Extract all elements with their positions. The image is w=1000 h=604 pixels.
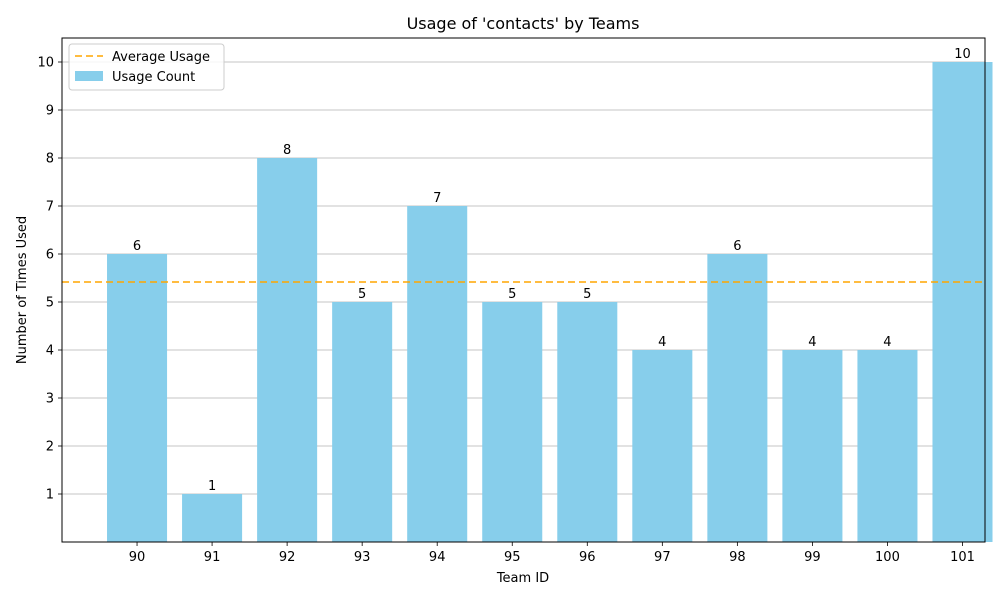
data-label-100: 4: [883, 335, 891, 350]
y-axis-label: Number of Times Used: [15, 216, 30, 364]
bar-93: [332, 302, 393, 542]
x-tick-label-97: 97: [654, 550, 671, 565]
bar-90: [107, 254, 168, 542]
bar-101: [932, 62, 993, 542]
legend: Average Usage Usage Count: [68, 43, 225, 91]
data-label-98: 6: [733, 239, 741, 254]
y-tick-label-10: 10: [37, 56, 54, 71]
bar-98: [707, 254, 768, 542]
x-tick-label-101: 101: [950, 550, 975, 565]
x-tick-label-96: 96: [579, 550, 596, 565]
bar-92: [257, 158, 318, 542]
legend-box: [68, 43, 225, 91]
plot-frame: [61, 37, 986, 543]
bar-97: [632, 350, 693, 542]
x-tick-label-98: 98: [729, 550, 746, 565]
y-tick-label-1: 1: [46, 488, 54, 503]
y-tick-label-2: 2: [46, 440, 54, 455]
bar-99: [782, 350, 843, 542]
data-label-94: 7: [433, 191, 441, 206]
bar-100: [857, 350, 918, 542]
legend-label-average: Average Usage: [112, 50, 210, 65]
x-tick-label-93: 93: [354, 550, 371, 565]
axes: [58, 37, 986, 546]
bar-96: [557, 302, 618, 542]
data-label-91: 1: [208, 479, 216, 494]
legend-swatch-usage: [75, 71, 103, 81]
y-tick-label-3: 3: [46, 392, 54, 407]
data-label-99: 4: [808, 335, 816, 350]
bar-95: [482, 302, 543, 542]
x-tick-label-100: 100: [875, 550, 900, 565]
x-axis-label: Team ID: [496, 571, 549, 586]
x-tick-label-92: 92: [279, 550, 296, 565]
bar-94: [407, 206, 468, 542]
y-tick-label-9: 9: [46, 104, 54, 119]
tick-labels: 1 2 3 4 5 6 7 8 9 10 90 91 92 93 94 95 96 97 98 99 100 101: [37, 56, 974, 566]
y-tick-label-7: 7: [46, 200, 54, 215]
y-tick-label-5: 5: [46, 296, 54, 311]
data-label-95: 5: [508, 287, 516, 302]
data-label-97: 4: [658, 335, 666, 350]
x-tick-label-90: 90: [129, 550, 146, 565]
chart-title: Usage of 'contacts' by Teams: [407, 14, 640, 33]
data-labels: 6 1 8 5 7 5 5 4 6 4 4 10: [133, 47, 971, 494]
x-tick-label-91: 91: [204, 550, 221, 565]
bar-91: [182, 494, 243, 542]
y-tick-label-4: 4: [46, 344, 54, 359]
data-label-101: 10: [954, 47, 971, 62]
data-label-90: 6: [133, 239, 141, 254]
bars: [107, 62, 993, 542]
x-tick-label-94: 94: [429, 550, 446, 565]
x-tick-label-95: 95: [504, 550, 521, 565]
legend-label-usage: Usage Count: [112, 70, 195, 85]
x-tick-label-99: 99: [804, 550, 821, 565]
data-label-96: 5: [583, 287, 591, 302]
y-tick-label-6: 6: [46, 248, 54, 263]
data-label-93: 5: [358, 287, 366, 302]
data-label-92: 8: [283, 143, 291, 158]
y-tick-label-8: 8: [46, 152, 54, 167]
